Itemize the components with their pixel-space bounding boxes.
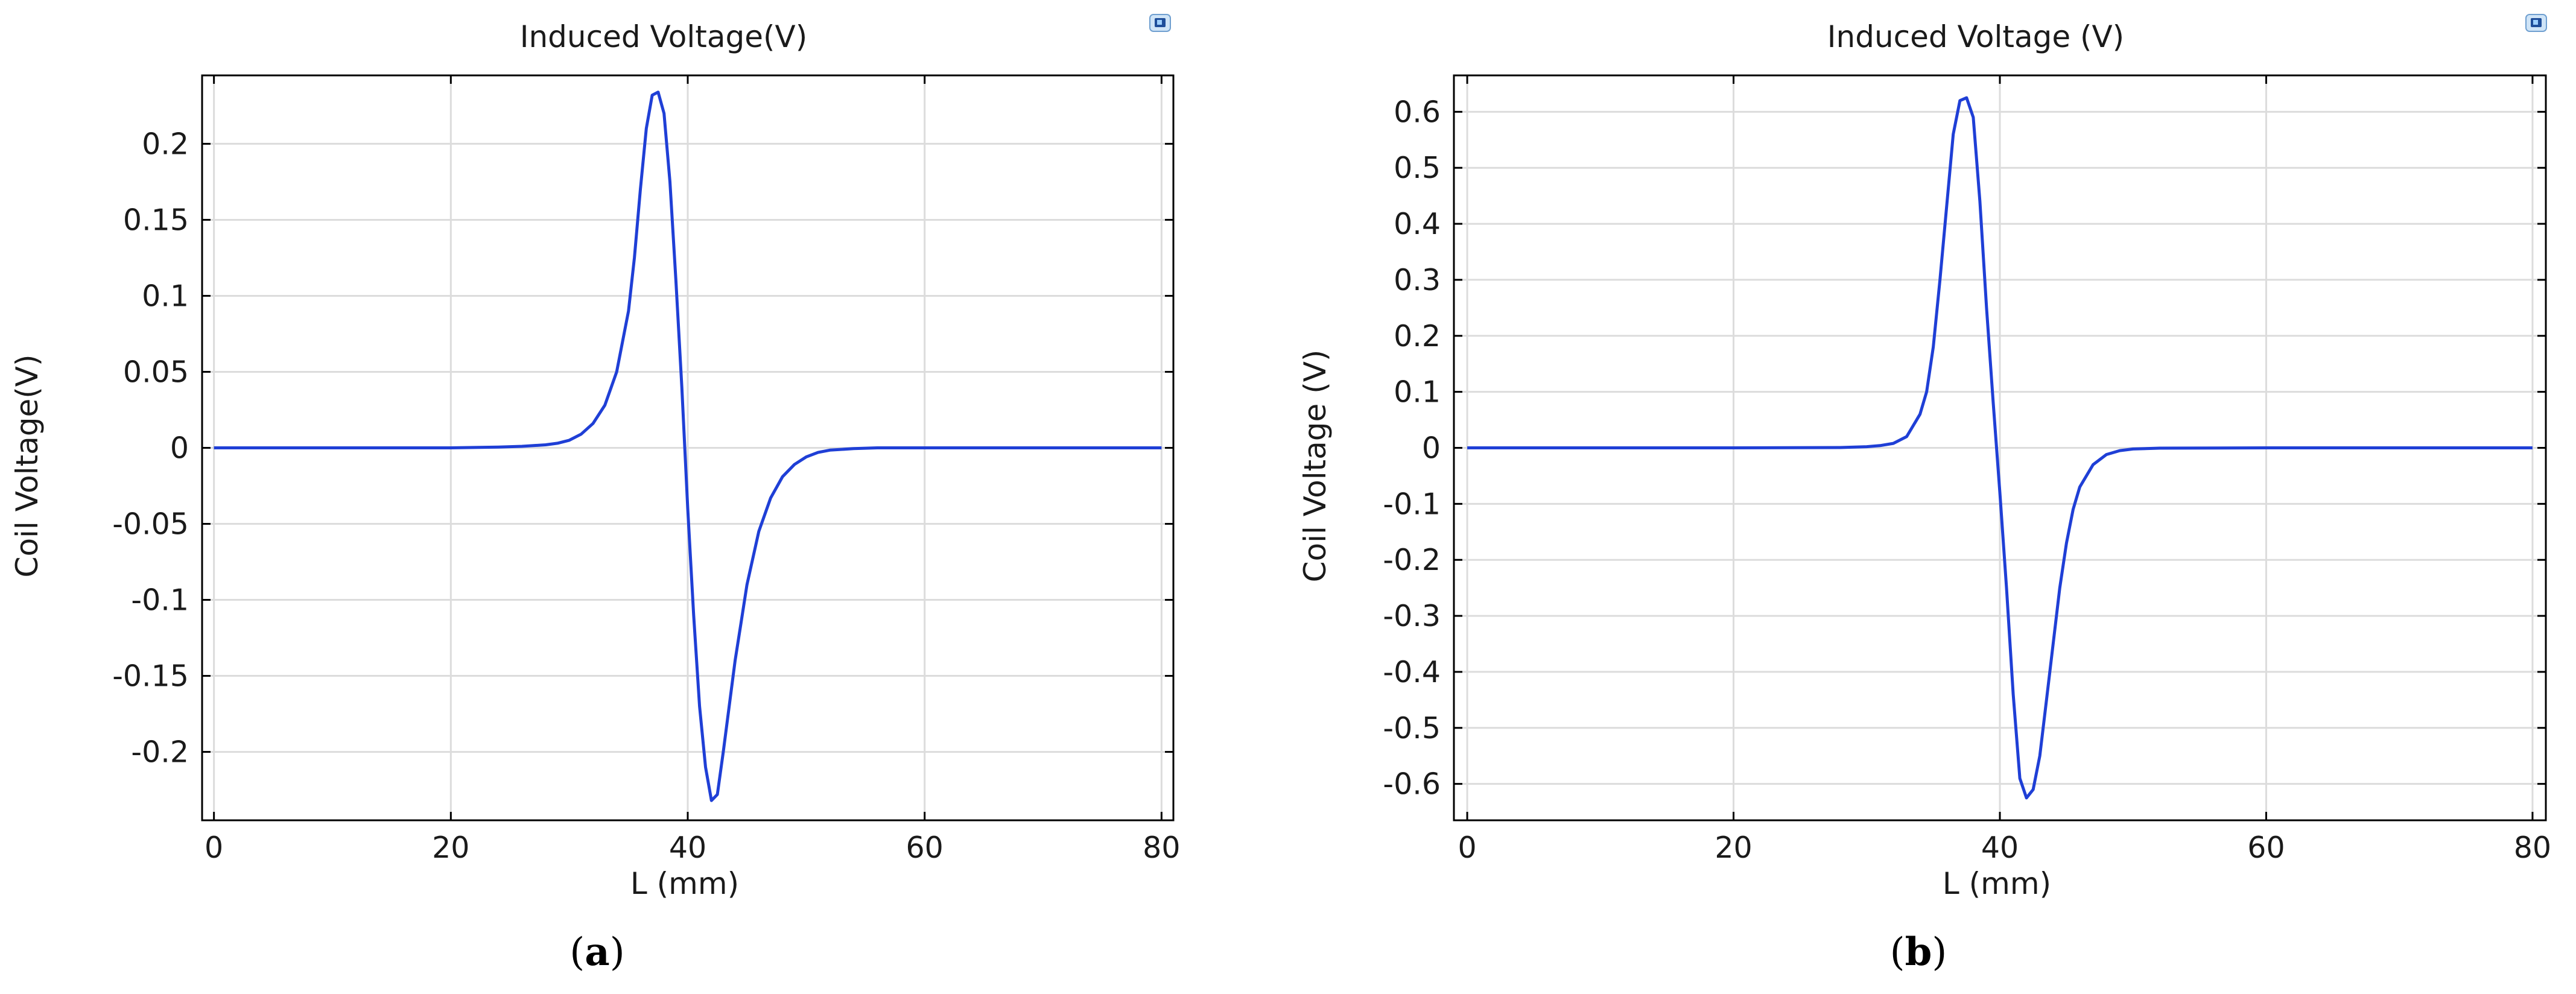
y-tick-label: 0.5 bbox=[1394, 151, 1441, 185]
series-line bbox=[214, 90, 1162, 802]
y-tick-label: 0 bbox=[170, 431, 189, 466]
x-tick-label: 80 bbox=[1143, 831, 1180, 865]
panel-caption: (b) bbox=[1890, 929, 1947, 975]
panel-caption: (a) bbox=[569, 929, 624, 975]
x-tick-label: 60 bbox=[906, 831, 944, 865]
y-tick-label: 0.6 bbox=[1394, 95, 1441, 129]
y-tick-label: 0.1 bbox=[142, 279, 189, 313]
y-tick-label: 0.4 bbox=[1394, 207, 1441, 241]
chart-title: Induced Voltage(V) bbox=[520, 19, 808, 54]
x-tick-label: 0 bbox=[1458, 831, 1476, 865]
x-tick-label: 20 bbox=[1715, 831, 1752, 865]
y-tick-label: -0.1 bbox=[131, 583, 189, 618]
caption-letter: a bbox=[585, 929, 609, 975]
x-tick-label: 40 bbox=[669, 831, 706, 865]
y-axis-label: Coil Voltage (V) bbox=[1298, 350, 1333, 583]
y-tick-label: -0.05 bbox=[112, 507, 189, 542]
caption-letter: b bbox=[1905, 929, 1932, 975]
y-tick-label: -0.6 bbox=[1383, 767, 1441, 802]
y-tick-label: -0.3 bbox=[1383, 599, 1441, 633]
x-tick-label: 80 bbox=[2514, 831, 2551, 865]
chart-panel-a: 0 20 40 60 80 0.2 0.15 0.1 0.05 0 -0.05 -0.1 -0.15 -0… bbox=[0, 0, 1288, 991]
y-tick-label: 0.05 bbox=[123, 355, 189, 389]
x-axis-label: L (mm) bbox=[630, 866, 739, 901]
y-axis-label: Coil Voltage(V) bbox=[10, 355, 45, 578]
x-tick-label: 60 bbox=[2247, 831, 2285, 865]
x-tick-label: 20 bbox=[432, 831, 469, 865]
x-tick-label: 40 bbox=[1981, 831, 2019, 865]
chart-title: Induced Voltage (V) bbox=[1827, 19, 2124, 54]
image-export-icon[interactable] bbox=[2525, 14, 2547, 32]
y-tick-label: -0.2 bbox=[1383, 543, 1441, 577]
x-tick-label: 0 bbox=[205, 831, 223, 865]
y-tick-label: 0.2 bbox=[142, 127, 189, 161]
y-tick-label: 0.1 bbox=[1394, 375, 1441, 410]
y-tick-label: 0.15 bbox=[123, 203, 189, 237]
y-tick-label: -0.2 bbox=[131, 735, 189, 770]
y-tick-label: -0.15 bbox=[112, 659, 189, 694]
y-tick-label: -0.5 bbox=[1383, 711, 1441, 746]
chart-a: 0 20 40 60 80 0.2 0.15 0.1 0.05 0 -0.05 -0.1 -0.15 -0… bbox=[10, 14, 1181, 975]
chart-b: 0 20 40 60 80 0.6 0.5 0.4 0.3 0.2 0.1 0 -0.1 -0.2 -0.3… bbox=[1298, 14, 2551, 975]
x-axis-label: L (mm) bbox=[1943, 866, 2051, 901]
y-tick-label: 0 bbox=[1422, 431, 1441, 466]
y-tick-label: -0.1 bbox=[1383, 487, 1441, 521]
series-line bbox=[1467, 96, 2533, 800]
y-tick-label: 0.3 bbox=[1394, 263, 1441, 297]
y-tick-label: 0.2 bbox=[1394, 319, 1441, 353]
y-tick-label: -0.4 bbox=[1383, 655, 1441, 689]
chart-panel-b: 0 20 40 60 80 0.6 0.5 0.4 0.3 0.2 0.1 0 -0.1 -0.2 -0.3… bbox=[1288, 0, 2576, 991]
image-export-icon[interactable] bbox=[1149, 14, 1171, 32]
